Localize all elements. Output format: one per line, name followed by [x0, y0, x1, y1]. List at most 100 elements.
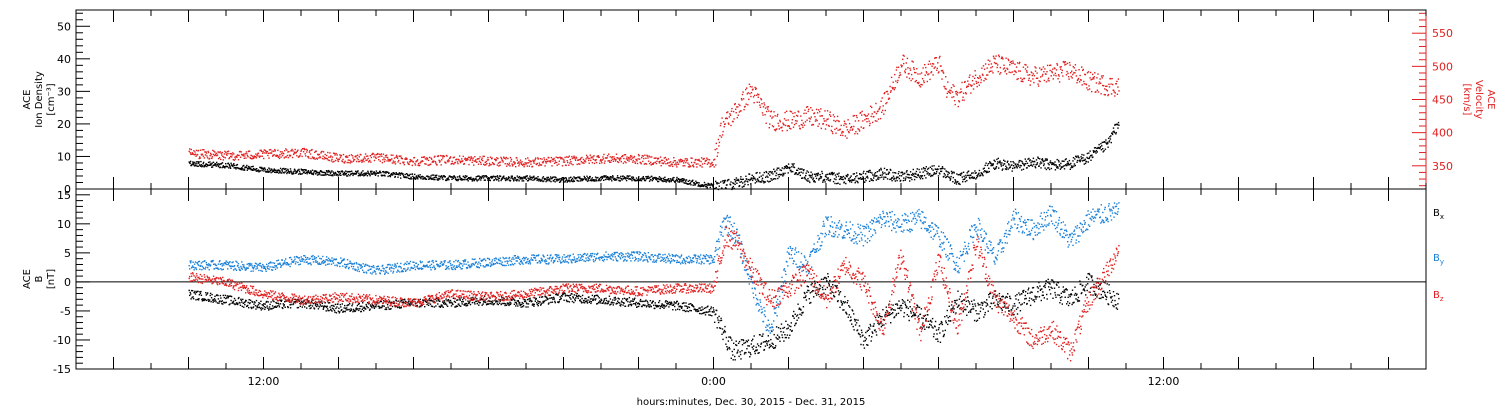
- ion-density-point: [761, 181, 762, 182]
- ion-density-point: [775, 178, 776, 179]
- solar-wind-velocity-point: [559, 161, 560, 162]
- ion-density-point: [896, 180, 897, 181]
- solar-wind-velocity-point: [749, 84, 750, 85]
- ion-density-point: [480, 179, 481, 180]
- ion-density-point: [938, 175, 939, 176]
- ion-density-point: [669, 180, 670, 181]
- bx-point: [608, 301, 609, 302]
- solar-wind-velocity-point: [523, 166, 524, 167]
- ion-density-point: [666, 181, 667, 182]
- ion-density-point: [909, 180, 910, 181]
- ion-density-point: [741, 179, 742, 180]
- ion-density-point: [340, 175, 341, 176]
- solar-wind-velocity-point: [1082, 84, 1083, 85]
- solar-wind-velocity-point: [273, 151, 274, 152]
- ion-density-point: [1001, 165, 1002, 166]
- ion-density-point: [863, 173, 864, 174]
- ion-density-point: [1038, 158, 1039, 159]
- bx-point: [551, 297, 552, 298]
- solar-wind-velocity-point: [945, 76, 946, 77]
- solar-wind-velocity-point: [533, 163, 534, 164]
- solar-wind-velocity-point: [834, 129, 835, 130]
- solar-wind-velocity-point: [802, 127, 803, 128]
- solar-wind-velocity-point: [384, 159, 385, 160]
- solar-wind-velocity-point: [189, 148, 190, 149]
- ion-density-point: [1000, 164, 1001, 165]
- solar-wind-velocity-point: [550, 160, 551, 161]
- solar-wind-velocity-point: [316, 151, 317, 152]
- ion-density-point: [1000, 162, 1001, 163]
- bx-point: [268, 301, 269, 302]
- solar-wind-velocity-point: [335, 160, 336, 161]
- solar-wind-velocity-point: [897, 82, 898, 83]
- solar-wind-velocity-point: [809, 121, 810, 122]
- ion-density-point: [669, 181, 670, 182]
- solar-wind-velocity-point: [206, 155, 207, 156]
- ion-density-point: [870, 172, 871, 173]
- solar-wind-velocity-point: [338, 161, 339, 162]
- ion-density-point: [881, 169, 882, 170]
- ion-density-point: [867, 177, 868, 178]
- solar-wind-velocity-point: [268, 157, 269, 158]
- ion-density-point: [299, 171, 300, 172]
- ion-density-point: [384, 175, 385, 176]
- ion-density-point: [229, 164, 230, 165]
- bx-point: [460, 300, 461, 301]
- ion-density-point: [832, 172, 833, 173]
- solar-wind-velocity-point: [320, 157, 321, 158]
- ion-density-point: [917, 168, 918, 169]
- bx-point: [367, 307, 368, 308]
- solar-wind-velocity-point: [733, 111, 734, 112]
- ion-density-point: [751, 178, 752, 179]
- ion-density-point: [890, 170, 891, 171]
- ion-density-point: [261, 170, 262, 171]
- ion-density-point: [610, 179, 611, 180]
- solar-wind-velocity-point: [381, 156, 382, 157]
- ion-density-point: [774, 178, 775, 179]
- ion-density-point: [1075, 165, 1076, 166]
- solar-wind-velocity-point: [845, 135, 846, 136]
- bx-point: [612, 302, 613, 303]
- bx-point: [373, 306, 374, 307]
- ion-density-point: [1020, 160, 1021, 161]
- bx-point: [338, 311, 339, 312]
- ion-density-point: [653, 179, 654, 180]
- solar-wind-velocity-point: [940, 65, 941, 66]
- solar-wind-velocity-point: [719, 142, 720, 143]
- ion-density-point: [855, 180, 856, 181]
- bx-point: [369, 309, 370, 310]
- ion-density-point: [395, 176, 396, 177]
- solar-wind-velocity-point: [537, 163, 538, 164]
- ion-density-point: [198, 166, 199, 167]
- solar-wind-velocity-point: [1062, 75, 1063, 76]
- ion-density-point: [864, 178, 865, 179]
- ion-density-point: [288, 170, 289, 171]
- ion-density-point: [955, 182, 956, 183]
- bx-point: [280, 303, 281, 304]
- solar-wind-velocity-point: [342, 161, 343, 162]
- bx-point: [619, 302, 620, 303]
- solar-wind-velocity-point: [502, 161, 503, 162]
- solar-wind-velocity-point: [482, 160, 483, 161]
- bx-point: [213, 301, 214, 302]
- bx-point: [526, 303, 527, 304]
- solar-wind-velocity-point: [1093, 78, 1094, 79]
- ion-density-point: [707, 187, 708, 188]
- bx-point: [288, 307, 289, 308]
- solar-wind-velocity-point: [974, 78, 975, 79]
- bx-point: [360, 306, 361, 307]
- solar-wind-velocity-point: [633, 160, 634, 161]
- solar-wind-velocity-point: [435, 163, 436, 164]
- ion-density-point: [225, 163, 226, 164]
- solar-wind-velocity-point: [517, 163, 518, 164]
- solar-wind-velocity-point: [484, 156, 485, 157]
- ion-density-point: [434, 177, 435, 178]
- ion-density-point: [506, 177, 507, 178]
- ion-density-point: [260, 170, 261, 171]
- ion-density-point: [771, 180, 772, 181]
- ion-density-point: [387, 172, 388, 173]
- bx-point: [446, 304, 447, 305]
- ion-density-point: [743, 185, 744, 186]
- solar-wind-velocity-point: [336, 158, 337, 159]
- bx-point: [511, 300, 512, 301]
